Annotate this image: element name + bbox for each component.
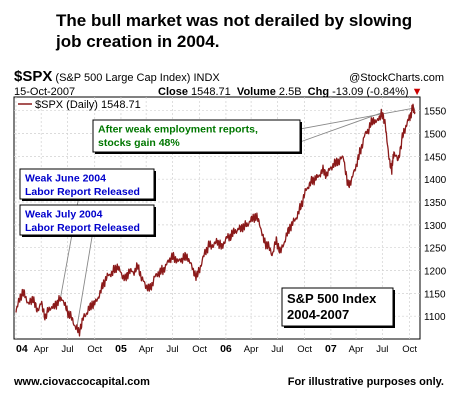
spx-price-line — [15, 103, 416, 337]
ticker-symbol: $SPX — [14, 68, 53, 85]
x-tick-label: Jul — [376, 344, 388, 355]
x-tick-label: Oct — [402, 344, 417, 355]
close-value: 1548.71 — [191, 86, 231, 98]
annotation-box-frame — [92, 119, 301, 153]
x-tick-label: Oct — [297, 344, 312, 355]
chart-header-row-2: Close 1548.71 Volume 2.5B Chg -13.09 (-0… — [158, 86, 423, 98]
annotation-text: Labor Report Released — [25, 222, 140, 234]
close-label: Close — [158, 86, 188, 98]
x-tick-label: Jul — [61, 344, 73, 355]
x-tick-label: Apr — [34, 344, 49, 355]
change-down-arrow-icon: ▼ — [411, 86, 423, 98]
callout-line-july — [76, 236, 93, 328]
chart-date: 15-Oct-2007 — [14, 86, 76, 98]
volume-label: Volume — [236, 86, 276, 98]
chart-headline: The bull market was not derailed by slow… — [56, 11, 413, 51]
y-tick-label: 1200 — [424, 267, 447, 278]
y-tick-label: 1500 — [424, 130, 447, 141]
legend-label: $SPX (Daily) 1548.71 — [35, 99, 141, 111]
annotation-text: stocks gain 48% — [98, 137, 180, 149]
y-tick-label: 1100 — [424, 312, 446, 323]
y-tick-label: 1450 — [424, 152, 447, 163]
annotation-box: After weak employment reports,stocks gai… — [92, 119, 302, 154]
annotation-text: After weak employment reports, — [98, 124, 258, 136]
change-value: -13.09 (-0.84%) — [332, 86, 409, 98]
annotation-box-frame — [19, 168, 155, 200]
footer-disclaimer: For illustrative purposes only. — [287, 376, 444, 388]
y-tick-label: 1350 — [424, 198, 447, 209]
x-tick-label: 07 — [325, 343, 337, 355]
x-tick-label: Oct — [192, 344, 207, 355]
x-tick-label: Apr — [139, 344, 154, 355]
y-tick-label: 1300 — [424, 221, 447, 232]
annotation-text: Labor Report Released — [25, 186, 140, 198]
x-tick-label: Jul — [166, 344, 178, 355]
annotation-text: Weak June 2004 — [25, 173, 106, 185]
y-tick-label: 1550 — [424, 107, 447, 118]
x-tick-label: Apr — [349, 344, 364, 355]
x-axis-labels: 04 Apr Jul Oct 05 Apr Jul Oct 06 Apr Jul Oct 07 Apr Ju… — [16, 343, 417, 355]
chart-legend: $SPX (Daily) 1548.71 — [18, 99, 141, 111]
footer-website[interactable]: www.ciovaccocapital.com — [14, 376, 150, 388]
x-tick-label: Jul — [271, 344, 283, 355]
exchange-code: INDX — [193, 72, 220, 84]
chart-header-row-1: $SPX (S&P 500 Large Cap Index) INDX — [14, 68, 220, 85]
stockcharts-watermark: @StockCharts.com — [349, 72, 444, 84]
annotation-text: S&P 500 Index — [287, 291, 377, 306]
x-tick-label: 04 — [16, 343, 28, 355]
x-tick-label: Apr — [244, 344, 259, 355]
annotation-box-frame — [19, 204, 155, 236]
x-tick-label: Oct — [87, 344, 102, 355]
x-tick-label: 05 — [115, 343, 127, 355]
x-tick-label: 06 — [220, 343, 232, 355]
y-axis-labels: 1100 1150 1200 1250 1300 1350 1400 1450 1500 1550 — [424, 107, 447, 323]
y-tick-label: 1400 — [424, 175, 447, 186]
annotation-box-frame — [281, 287, 394, 327]
annotation-text: Weak July 2004 — [25, 209, 103, 221]
change-label: Chg — [307, 86, 330, 98]
y-tick-label: 1150 — [424, 289, 446, 300]
callout-line-peak — [299, 107, 415, 130]
annotation-boxes: After weak employment reports,stocks gai… — [19, 119, 395, 328]
volume-value: 2.5B — [278, 86, 302, 98]
callout-line-peak-2 — [299, 112, 382, 143]
y-tick-label: 1250 — [424, 244, 447, 255]
annotation-text: 2004-2007 — [287, 307, 349, 322]
index-name: (S&P 500 Large Cap Index) — [55, 72, 191, 84]
